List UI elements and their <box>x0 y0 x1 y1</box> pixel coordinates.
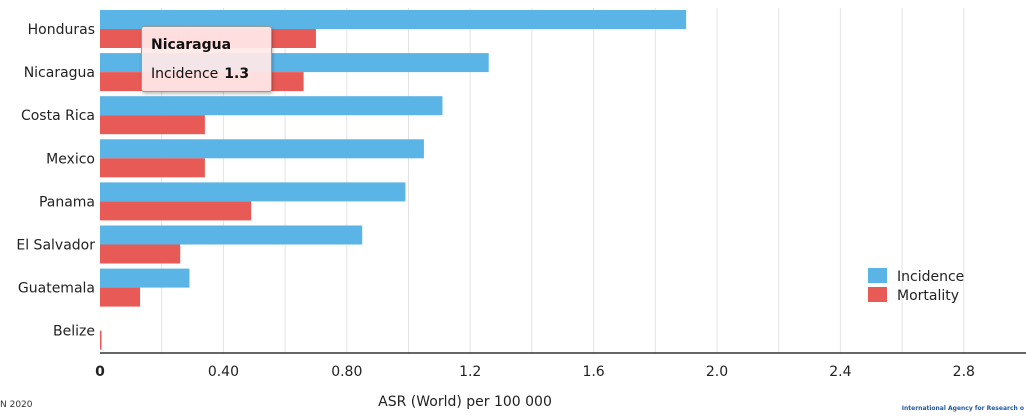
y-tick-label: Guatemala <box>18 281 95 297</box>
footer-agency: International Agency for Research o <box>901 405 1024 412</box>
tooltip-label: Incidence <box>151 66 219 82</box>
bar-mortality[interactable] <box>100 244 181 264</box>
x-tick-label: 1.6 <box>582 364 604 380</box>
y-axis-labels: Honduras Nicaragua Costa Rica Mexico Panama E… <box>16 22 95 340</box>
y-tick-label: Panama <box>39 194 95 210</box>
bar-incidence[interactable] <box>100 10 687 29</box>
x-axis-title: ASR (World) per 100 000 <box>378 394 552 410</box>
tooltip-title: Nicaragua <box>151 37 232 53</box>
legend-label-mortality: Mortality <box>897 288 959 304</box>
hover-tooltip: Nicaragua Incidence 1.3 <box>141 26 272 92</box>
bar-incidence[interactable] <box>100 96 443 116</box>
bar-mortality[interactable] <box>100 330 102 350</box>
x-tick-label: 0.80 <box>331 364 362 380</box>
bar-mortality[interactable] <box>100 287 141 307</box>
bar-incidence[interactable] <box>100 225 363 245</box>
bar-incidence[interactable] <box>100 182 406 202</box>
x-tick-label: 0 <box>95 364 105 380</box>
legend-swatch-mortality <box>868 287 887 302</box>
tooltip-row: Incidence 1.3 <box>151 66 249 82</box>
x-tick-label: 0.40 <box>208 364 239 380</box>
legend-swatch-incidence <box>868 268 887 283</box>
x-axis-labels: 0 0.40 0.80 1.2 1.6 2.0 2.4 2.8 <box>95 364 975 380</box>
x-tick-label: 2.0 <box>706 364 728 380</box>
y-tick-label: El Salvador <box>16 238 95 254</box>
bar-mortality[interactable] <box>100 115 205 135</box>
legend-label-incidence: Incidence <box>897 269 964 285</box>
footer-year: N 2020 <box>0 400 33 410</box>
bar-mortality[interactable] <box>100 201 252 221</box>
y-tick-label: Mexico <box>46 151 95 167</box>
x-tick-label: 2.8 <box>953 364 975 380</box>
legend: Incidence Mortality <box>868 268 964 304</box>
x-tick-label: 1.2 <box>459 364 481 380</box>
y-tick-label: Honduras <box>28 22 95 38</box>
bar-incidence[interactable] <box>100 268 190 288</box>
y-tick-label: Nicaragua <box>24 65 95 81</box>
bar-incidence[interactable] <box>100 139 424 159</box>
x-tick-label: 2.4 <box>829 364 851 380</box>
y-tick-label: Costa Rica <box>21 108 95 124</box>
y-tick-label: Belize <box>53 324 95 340</box>
bar-mortality[interactable] <box>100 158 205 178</box>
tooltip-value: 1.3 <box>224 66 250 82</box>
